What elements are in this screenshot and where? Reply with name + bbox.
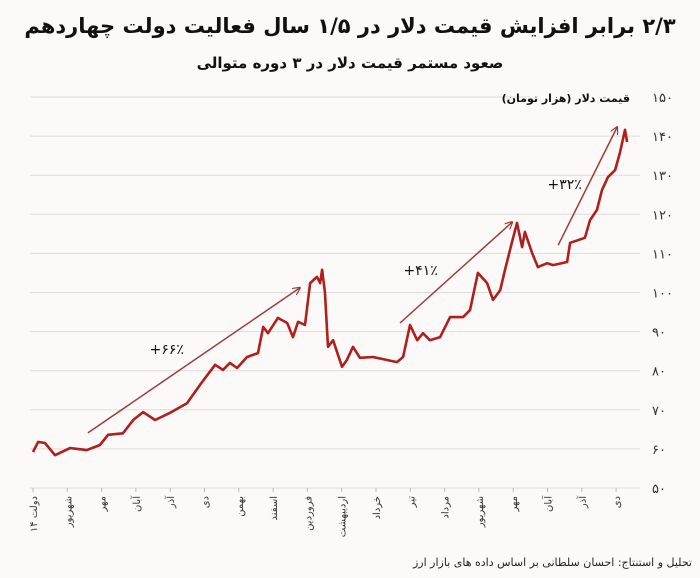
y-axis-label: قیمت دلار (هزار تومان): [502, 92, 630, 105]
y-tick-label: ۱۰۰: [652, 287, 673, 302]
x-tick-label: تیر: [406, 496, 417, 509]
x-tick-label: دی: [201, 496, 212, 508]
trend-arrow: [399, 222, 512, 324]
x-tick-label: آذر: [576, 495, 589, 509]
trend-arrow: [87, 288, 300, 434]
x-tick-label: شهریور: [475, 496, 486, 528]
x-tick-label: مرداد: [441, 496, 452, 519]
percent-change-label: +۴۱٪: [403, 263, 437, 279]
x-tick-label: خرداد: [372, 496, 383, 519]
source-note: تحلیل و استنتاج: احسان سلطانی بر اساس دا…: [412, 556, 692, 569]
y-tick-label: ۱۳۰: [652, 169, 673, 184]
y-tick-label: ۶۰: [652, 443, 666, 458]
x-tick-label: دولت ۱۴: [29, 496, 40, 532]
x-tick-label: بهمن: [235, 496, 246, 517]
price-line: [31, 128, 629, 457]
x-tick-label: اردیبهشت: [338, 496, 349, 537]
x-tick-label: اسفند: [269, 496, 280, 520]
percent-change-label: +۶۶٪: [150, 342, 184, 358]
y-tick-label: ۵۰: [652, 482, 666, 497]
x-tick-label: مهر: [98, 496, 109, 512]
y-tick-label: ۷۰: [652, 404, 666, 419]
x-tick-label: شهریور: [63, 496, 74, 528]
y-tick-label: ۱۴۰: [652, 130, 673, 145]
y-tick-label: ۹۰: [652, 326, 666, 341]
percent-change-label: +۳۲٪: [548, 177, 582, 193]
y-tick-label: ۱۲۰: [652, 208, 673, 223]
x-tick-label: آذر: [164, 495, 177, 509]
trend-arrow: [557, 127, 617, 246]
x-tick-label: آبان: [542, 495, 555, 512]
chart-subtitle: صعود مستمر قیمت دلار در ۳ دوره متوالی: [196, 54, 504, 72]
y-tick-label: ۱۵۰: [652, 91, 673, 106]
x-tick-label: آبان: [130, 495, 143, 512]
y-tick-label: ۸۰: [652, 365, 666, 380]
y-tick-label: ۱۱۰: [652, 247, 673, 262]
x-tick-label: مهر: [509, 496, 520, 512]
chart-title: ۲/۳ برابر افزایش قیمت دلار در ۱/۵ سال فع…: [24, 14, 676, 38]
x-tick-label: دی: [612, 496, 623, 508]
x-tick-label: فروردین: [303, 496, 314, 531]
